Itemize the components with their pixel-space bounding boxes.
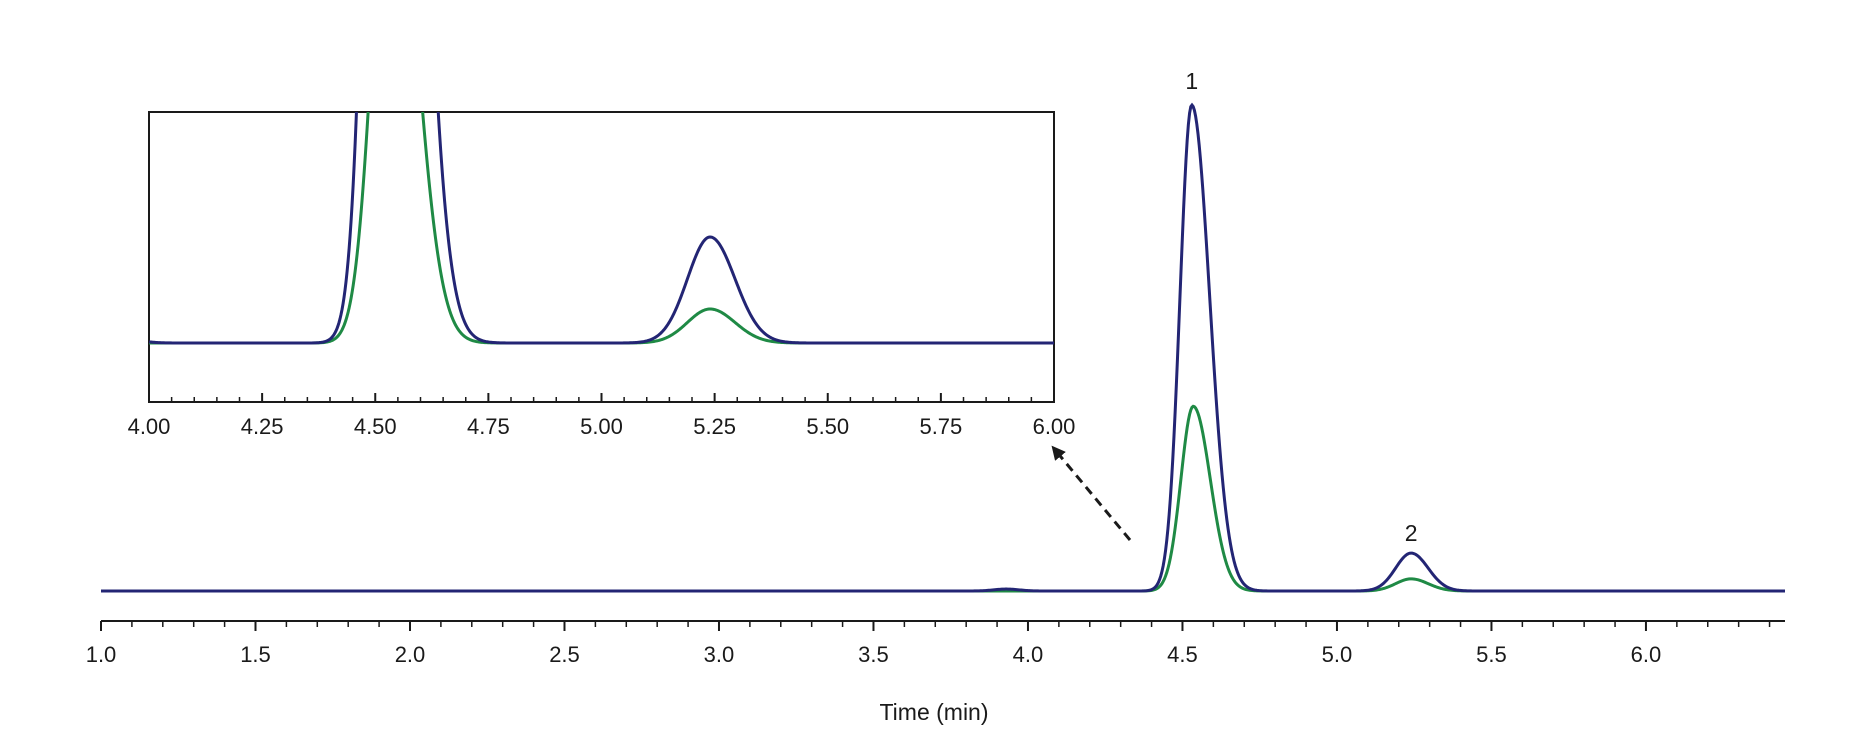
- main-x-tick-label: 1.0: [86, 642, 117, 667]
- main-x-tick-labels: 1.0 1.5 2.0 2.5 3.0 3.5 4.0 4.5 5.0 5.5 6.0: [86, 642, 1662, 667]
- inset-x-tick-label: 5.50: [806, 414, 849, 439]
- main-chart: 1.0 1.5 2.0 2.5 3.0 3.5 4.0 4.5 5.0 5.5 6.0 Time (…: [86, 68, 1785, 725]
- main-x-tick-label: 6.0: [1631, 642, 1662, 667]
- inset-series-line-trace-navy: [149, 112, 1054, 345]
- peak-label-1: 1: [1185, 68, 1198, 94]
- inset-x-tick-label: 6.00: [1033, 414, 1076, 439]
- main-x-tick-label: 2.0: [395, 642, 426, 667]
- inset-x-tick-label: 4.50: [354, 414, 397, 439]
- inset-series-group: [149, 112, 1054, 345]
- zoom-arrow: [1051, 445, 1132, 541]
- inset-x-tick-label: 4.00: [128, 414, 171, 439]
- inset-x-tick-label: 5.25: [693, 414, 736, 439]
- inset-x-tick-label: 5.00: [580, 414, 623, 439]
- inset-x-tick-label: 5.75: [919, 414, 962, 439]
- main-x-tick-label: 4.0: [1013, 642, 1044, 667]
- main-x-tick-label: 5.5: [1476, 642, 1507, 667]
- main-x-ticks: [100, 621, 1771, 631]
- main-x-tick-label: 5.0: [1322, 642, 1353, 667]
- main-x-tick-label: 4.5: [1167, 642, 1198, 667]
- inset-x-tick-label: 4.25: [241, 414, 284, 439]
- inset-x-ticks: [148, 393, 1055, 402]
- main-series-group: [101, 102, 1785, 593]
- main-x-tick-label: 3.5: [858, 642, 889, 667]
- main-x-tick-label: 2.5: [549, 642, 580, 667]
- main-series-line-trace-navy: [101, 102, 1785, 593]
- main-x-axis-title: Time (min): [879, 699, 988, 725]
- peak-label-2: 2: [1405, 520, 1418, 546]
- inset-plot-frame: [148, 111, 1055, 403]
- main-x-tick-label: 1.5: [240, 642, 271, 667]
- inset-chart: 4.00 4.25 4.50 4.75 5.00 5.25 5.50 5.75 6.00: [128, 111, 1076, 439]
- inset-x-tick-labels: 4.00 4.25 4.50 4.75 5.00 5.25 5.50 5.75 6.00: [128, 414, 1076, 439]
- main-x-tick-label: 3.0: [704, 642, 735, 667]
- inset-x-tick-label: 4.75: [467, 414, 510, 439]
